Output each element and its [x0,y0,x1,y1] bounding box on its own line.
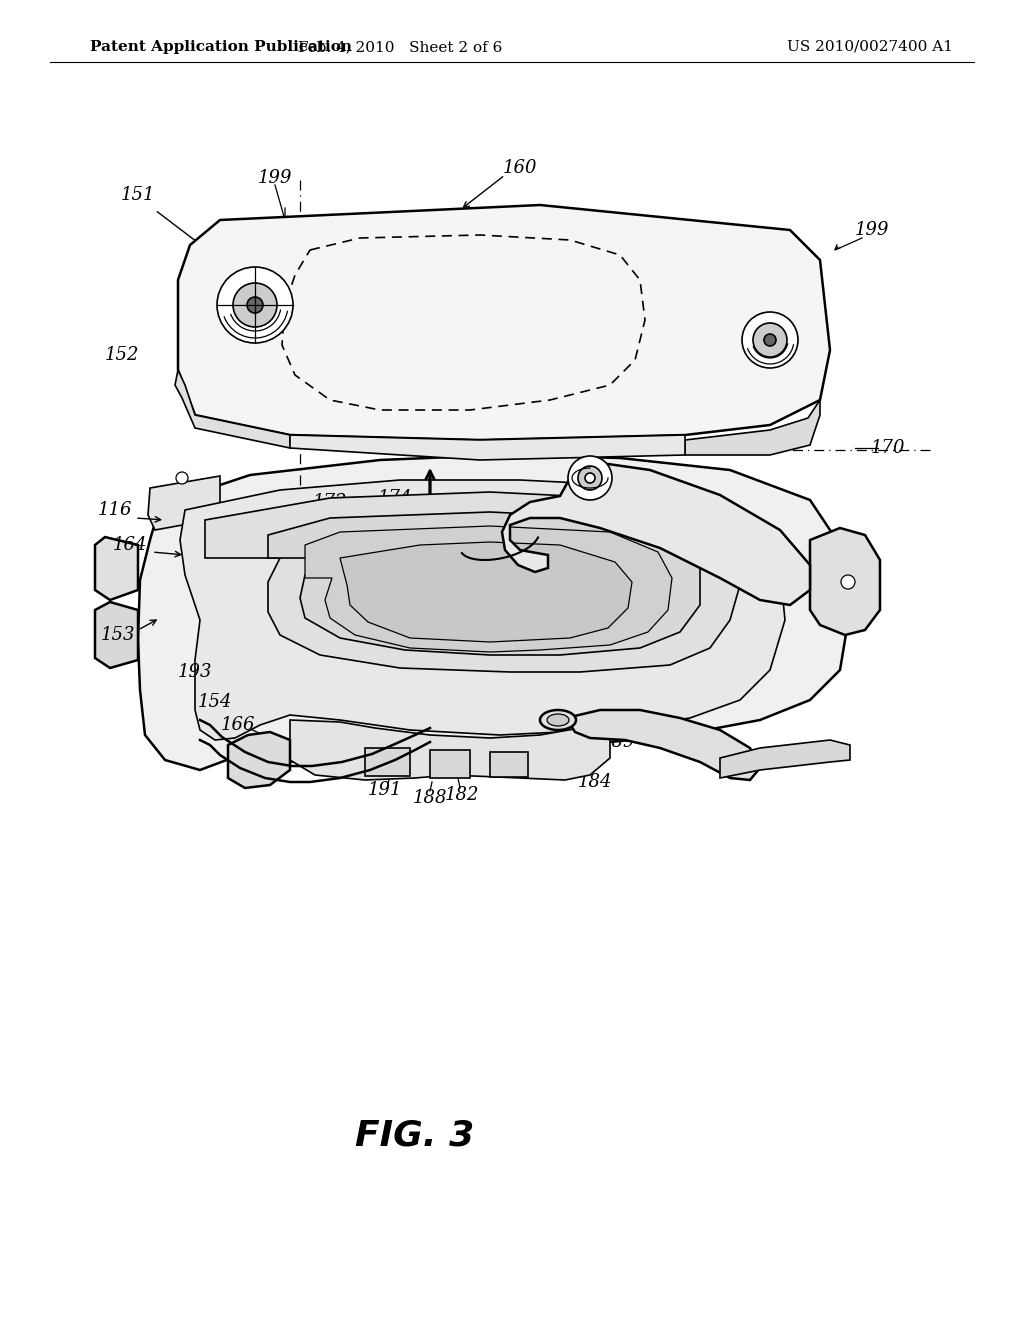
Polygon shape [720,741,850,777]
Text: 154: 154 [198,693,232,711]
Text: 152: 152 [104,346,139,364]
Polygon shape [205,492,740,672]
Polygon shape [430,750,470,777]
Text: 116: 116 [97,502,132,519]
Text: 199: 199 [855,220,889,239]
Circle shape [233,282,278,327]
Polygon shape [305,525,672,652]
Circle shape [568,455,612,500]
Text: 153: 153 [100,626,135,644]
Text: 160: 160 [503,158,538,177]
Ellipse shape [540,710,575,730]
Circle shape [841,576,855,589]
Text: 162: 162 [572,516,607,535]
Polygon shape [268,512,700,655]
Text: 191: 191 [368,781,402,799]
Text: 172: 172 [312,492,347,511]
Circle shape [247,297,263,313]
Polygon shape [566,710,760,780]
Text: US 2010/0027400 A1: US 2010/0027400 A1 [787,40,953,54]
Text: 170: 170 [870,440,905,457]
Text: 189: 189 [601,733,635,751]
Text: 180: 180 [278,748,312,767]
Text: 174: 174 [458,539,493,557]
Polygon shape [290,719,610,780]
Text: 199: 199 [258,169,292,187]
Circle shape [742,312,798,368]
Polygon shape [95,537,138,601]
Text: 166: 166 [221,715,255,734]
Text: 176: 176 [431,581,465,599]
Text: 174: 174 [378,488,413,507]
Text: Feb. 4, 2010   Sheet 2 of 6: Feb. 4, 2010 Sheet 2 of 6 [298,40,502,54]
Polygon shape [148,477,220,531]
Text: 184: 184 [578,774,612,791]
Polygon shape [178,205,830,440]
Circle shape [753,323,787,356]
Polygon shape [490,752,528,777]
Polygon shape [180,480,785,741]
Polygon shape [228,733,290,788]
Text: 186: 186 [558,752,592,771]
Polygon shape [95,602,138,668]
Text: 164: 164 [113,536,147,554]
Polygon shape [810,528,880,635]
Text: 193: 193 [178,663,212,681]
Polygon shape [365,748,410,776]
Text: Patent Application Publication: Patent Application Publication [90,40,352,54]
Circle shape [585,473,595,483]
Circle shape [764,334,776,346]
Polygon shape [340,543,632,642]
Circle shape [176,473,188,484]
Text: 168: 168 [621,480,655,499]
Text: 188: 188 [413,789,447,807]
Text: FIG. 3: FIG. 3 [355,1118,475,1152]
Circle shape [217,267,293,343]
Text: 182: 182 [444,785,479,804]
Polygon shape [138,455,850,770]
Ellipse shape [547,714,569,726]
Polygon shape [502,459,810,605]
Circle shape [578,466,602,490]
Polygon shape [175,370,290,447]
Polygon shape [290,436,685,459]
Polygon shape [685,400,820,455]
Text: 190: 190 [623,506,657,524]
Text: 151: 151 [121,186,156,205]
